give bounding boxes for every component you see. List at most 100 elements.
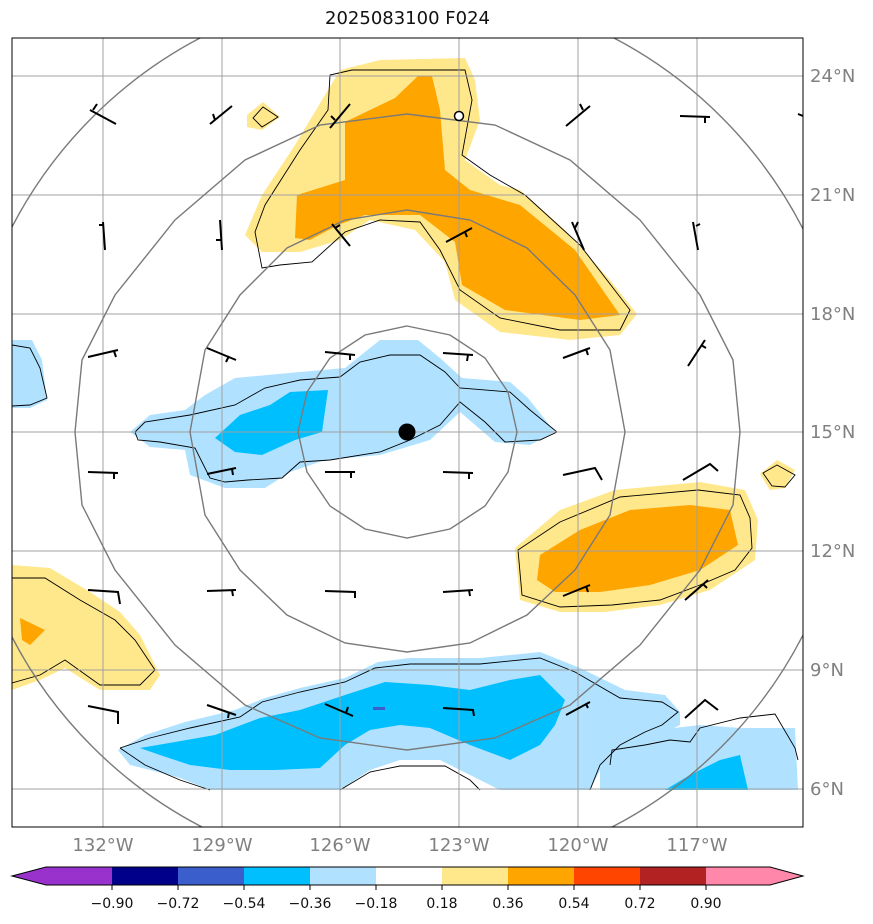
wind-barb — [679, 115, 711, 123]
wind-barb — [329, 103, 351, 129]
wind-barb — [87, 705, 119, 724]
wind-barb — [206, 704, 237, 719]
wind-barb — [89, 103, 117, 125]
southeast-blue-region — [600, 725, 798, 790]
lat-label: 12°N — [810, 541, 855, 562]
lat-label: 21°N — [810, 185, 855, 206]
wind-barbs — [87, 103, 803, 724]
south-contour — [119, 657, 679, 791]
colorbar-swatch — [770, 867, 803, 885]
lat-label: 9°N — [810, 660, 844, 681]
colorbar-label: 0.72 — [624, 896, 655, 912]
lat-label: 24°N — [810, 66, 855, 87]
wind-barb — [325, 471, 355, 478]
wind-barb — [797, 113, 803, 117]
wind-barb — [324, 703, 354, 717]
wind-barb — [571, 221, 585, 251]
range-rings — [12, 38, 803, 827]
colorbar-swatch — [178, 867, 244, 885]
ring-2 — [189, 209, 626, 653]
colorbar-swatch — [442, 867, 508, 885]
colorbar-label: 0.90 — [690, 896, 721, 912]
lon-label: 120°W — [547, 835, 608, 856]
colorbar-swatch — [12, 867, 46, 885]
map-frame — [11, 37, 804, 828]
wind-barb — [692, 221, 701, 251]
southwest-orange-spot — [20, 618, 45, 645]
wind-barb — [87, 349, 119, 358]
wind-barb — [216, 219, 223, 251]
colorbar-label: 0.54 — [558, 896, 589, 912]
wind-barb — [562, 584, 591, 597]
wind-barb — [324, 351, 356, 360]
tiny-blue-dash — [373, 707, 385, 710]
lat-label: 15°N — [810, 422, 855, 443]
wind-barb — [206, 347, 237, 363]
wind-barb — [684, 698, 719, 719]
wind-barb — [206, 589, 237, 597]
west-contour — [12, 344, 48, 407]
colorbar-label: −0.36 — [289, 896, 332, 912]
lon-label: 132°W — [72, 835, 133, 856]
ring-1 — [297, 325, 518, 539]
colorbar-label: −0.18 — [355, 896, 398, 912]
north-contour — [254, 69, 631, 331]
colorbar-swatch — [376, 867, 442, 885]
colorbar: −0.90 −0.72 −0.54 −0.36 −0.18 0.18 0.36 … — [10, 866, 805, 912]
southeast-contour — [609, 713, 799, 766]
colorbar-swatch — [310, 867, 376, 885]
lat-label: 18°N — [810, 304, 855, 325]
colorbar-swatch — [46, 867, 112, 885]
colorbar-swatch — [508, 867, 574, 885]
wind-barb — [562, 347, 591, 359]
map-title: 2025083100 F024 — [325, 8, 490, 29]
longitude-labels: 132°W 129°W 126°W 123°W 120°W 117°W — [72, 835, 727, 856]
wind-barb — [687, 339, 707, 367]
lon-label: 129°W — [191, 835, 252, 856]
small-ring-marker — [453, 110, 465, 122]
colorbar-ticks — [111, 885, 707, 890]
central-contour — [134, 354, 558, 483]
wind-barb — [684, 579, 709, 601]
wind-barb — [565, 103, 591, 127]
small-yellow-blob — [247, 102, 280, 130]
wind-barb — [442, 707, 475, 717]
wind-barb — [206, 467, 237, 476]
wind-barb — [442, 471, 474, 479]
colorbar-outline — [10, 866, 805, 886]
graticule — [12, 38, 803, 827]
east-orange-region — [537, 505, 738, 592]
wind-barb — [445, 227, 473, 243]
west-blue-edge — [12, 340, 47, 408]
colorbar-swatch — [112, 867, 178, 885]
southeast-blue-core — [665, 755, 748, 790]
wind-barb — [331, 223, 351, 247]
lon-label: 123°W — [428, 835, 489, 856]
storm-center-marker — [398, 423, 416, 441]
east-small-yellow — [760, 460, 795, 490]
wind-barb — [562, 466, 603, 481]
wind-barb — [442, 352, 474, 362]
colorbar-label: −0.54 — [223, 896, 266, 912]
wind-barb — [682, 462, 719, 481]
colorbar-label: −0.72 — [157, 896, 200, 912]
colorbar-swatch — [244, 867, 310, 885]
wind-barb — [324, 590, 356, 598]
southwest-yellow-region — [12, 565, 160, 690]
wind-barb — [565, 701, 591, 716]
wind-barb — [442, 589, 474, 597]
latitude-labels: 24°N 21°N 18°N 15°N 12°N 9°N 6°N — [810, 66, 855, 800]
wind-barb — [87, 589, 121, 605]
lon-label: 117°W — [666, 835, 727, 856]
lat-label: 6°N — [810, 779, 844, 800]
colorbar-label: 0.36 — [492, 896, 523, 912]
wind-barb — [209, 105, 233, 125]
central-blue-core — [215, 390, 328, 455]
colorbar-swatch — [706, 867, 770, 885]
contour-lines — [12, 69, 799, 791]
colorbar-swatch — [640, 867, 706, 885]
lon-label: 126°W — [309, 835, 370, 856]
colorbar-label: −0.90 — [91, 896, 134, 912]
map-plot-area — [12, 38, 803, 827]
